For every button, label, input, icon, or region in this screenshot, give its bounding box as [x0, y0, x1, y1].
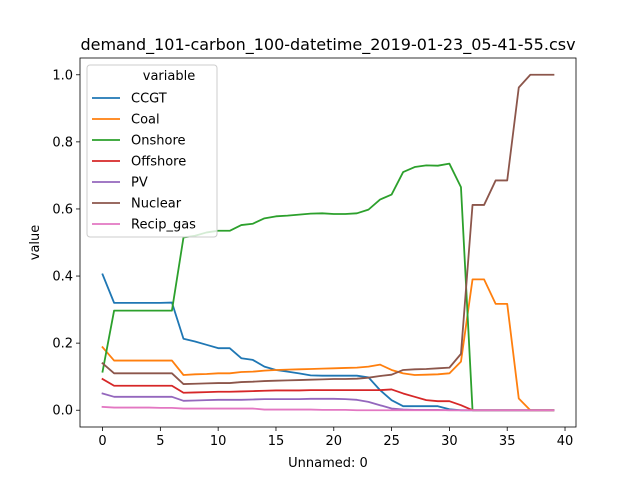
- y-tick-label: 0.8: [52, 135, 73, 150]
- x-tick-label: 30: [441, 434, 458, 449]
- legend-label-ccgt: CCGT: [131, 92, 167, 107]
- y-tick-label: 0.2: [52, 337, 73, 352]
- legend-label-pv: PV: [131, 176, 148, 191]
- series-line-nuclear: [101, 73, 555, 385]
- legend-label-recip-gas: Recip_gas: [131, 218, 196, 233]
- y-axis-label: value: [28, 225, 43, 261]
- legend-label-offshore: Offshore: [131, 155, 186, 170]
- axes-frame: [79, 57, 577, 428]
- series-line-coal: [101, 278, 555, 412]
- y-tick-label: 0.6: [52, 202, 73, 217]
- plot-area: [101, 73, 555, 412]
- x-tick-label: 40: [557, 434, 574, 449]
- x-tick-label: 0: [98, 434, 106, 449]
- x-axis: 0 5 10 15 20 25 30 35 40: [98, 427, 573, 449]
- y-axis: 0.0 0.2 0.4 0.6 0.8 1.0: [52, 68, 80, 419]
- x-tick-label: 35: [499, 434, 516, 449]
- legend-box: [86, 64, 218, 238]
- series-line-recip-gas: [101, 405, 555, 412]
- y-tick-label: 1.0: [52, 68, 73, 83]
- x-tick-label: 20: [326, 434, 343, 449]
- x-tick-label: 15: [268, 434, 285, 449]
- x-tick-label: 5: [156, 434, 164, 449]
- x-tick-label: 10: [210, 434, 227, 449]
- legend-label-onshore: Onshore: [131, 134, 186, 149]
- legend-entries: CCGT Coal Onshore Offshore PV Nuclear Recip_ga…: [92, 92, 196, 233]
- legend-label-nuclear: Nuclear: [131, 197, 182, 212]
- y-tick-label: 0.4: [52, 270, 73, 285]
- legend-label-coal: Coal: [131, 113, 160, 128]
- x-tick-label: 25: [383, 434, 400, 449]
- legend-title: variable: [143, 69, 195, 84]
- y-tick-label: 0.0: [52, 404, 73, 419]
- x-axis-label: Unnamed: 0: [288, 456, 368, 471]
- chart-title: demand_101-carbon_100-datetime_2019-01-2…: [80, 35, 575, 55]
- legend: variable CCGT Coal Onshore Offshore PV Nuclea…: [86, 64, 218, 238]
